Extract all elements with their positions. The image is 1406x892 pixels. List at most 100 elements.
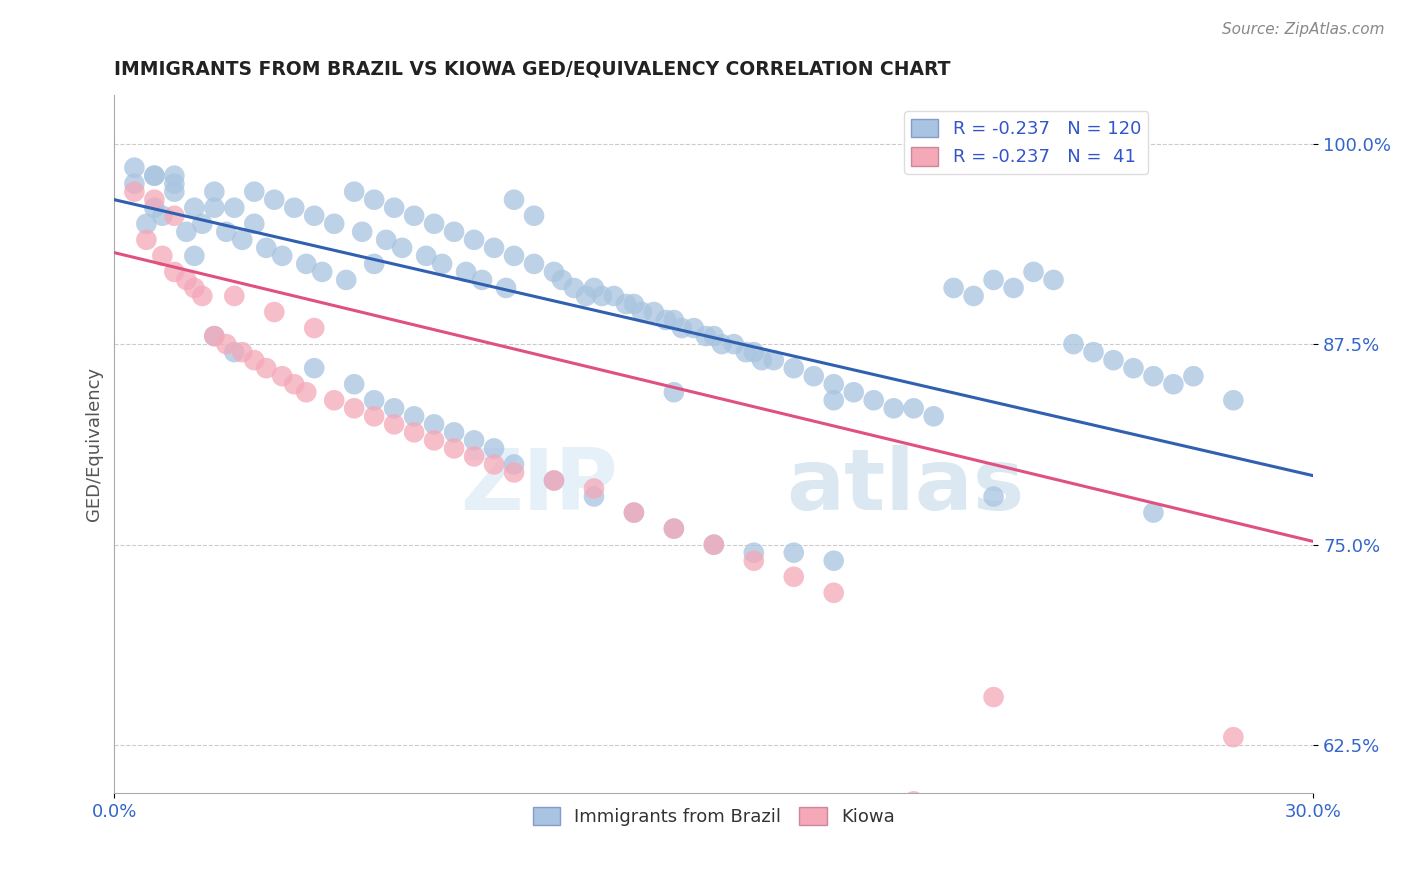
- Point: [463, 450, 485, 464]
- Point: [143, 169, 166, 183]
- Point: [703, 538, 725, 552]
- Point: [183, 201, 205, 215]
- Point: [1122, 361, 1144, 376]
- Point: [404, 425, 426, 440]
- Point: [191, 217, 214, 231]
- Point: [983, 490, 1005, 504]
- Point: [343, 185, 366, 199]
- Point: [463, 233, 485, 247]
- Point: [543, 474, 565, 488]
- Point: [523, 209, 546, 223]
- Point: [662, 522, 685, 536]
- Point: [202, 329, 225, 343]
- Point: [404, 209, 426, 223]
- Point: [503, 193, 526, 207]
- Point: [323, 217, 346, 231]
- Point: [423, 417, 446, 432]
- Point: [335, 273, 357, 287]
- Point: [323, 393, 346, 408]
- Point: [614, 297, 637, 311]
- Point: [823, 393, 845, 408]
- Point: [243, 353, 266, 368]
- Text: Source: ZipAtlas.com: Source: ZipAtlas.com: [1222, 22, 1385, 37]
- Point: [1102, 353, 1125, 368]
- Point: [124, 177, 146, 191]
- Point: [503, 249, 526, 263]
- Point: [823, 586, 845, 600]
- Point: [683, 321, 706, 335]
- Point: [623, 506, 645, 520]
- Point: [135, 217, 157, 231]
- Point: [1142, 506, 1164, 520]
- Point: [176, 273, 198, 287]
- Point: [783, 570, 806, 584]
- Point: [343, 401, 366, 416]
- Point: [655, 313, 678, 327]
- Point: [962, 289, 984, 303]
- Point: [582, 281, 605, 295]
- Point: [283, 377, 305, 392]
- Point: [482, 241, 505, 255]
- Point: [1042, 273, 1064, 287]
- Point: [443, 425, 465, 440]
- Point: [695, 329, 717, 343]
- Point: [224, 201, 246, 215]
- Point: [363, 393, 385, 408]
- Point: [623, 506, 645, 520]
- Point: [662, 313, 685, 327]
- Point: [163, 265, 186, 279]
- Point: [202, 201, 225, 215]
- Point: [803, 369, 825, 384]
- Point: [1022, 265, 1045, 279]
- Point: [404, 409, 426, 424]
- Point: [983, 273, 1005, 287]
- Point: [215, 337, 238, 351]
- Point: [271, 249, 294, 263]
- Point: [135, 233, 157, 247]
- Point: [243, 185, 266, 199]
- Point: [482, 442, 505, 456]
- Point: [150, 209, 173, 223]
- Point: [862, 393, 884, 408]
- Point: [343, 377, 366, 392]
- Point: [942, 281, 965, 295]
- Point: [363, 257, 385, 271]
- Point: [382, 401, 405, 416]
- Point: [163, 177, 186, 191]
- Point: [710, 337, 733, 351]
- Point: [391, 241, 413, 255]
- Point: [623, 297, 645, 311]
- Point: [1083, 345, 1105, 359]
- Point: [163, 169, 186, 183]
- Y-axis label: GED/Equivalency: GED/Equivalency: [86, 368, 103, 522]
- Point: [254, 361, 277, 376]
- Point: [150, 249, 173, 263]
- Point: [143, 169, 166, 183]
- Point: [1222, 393, 1244, 408]
- Text: IMMIGRANTS FROM BRAZIL VS KIOWA GED/EQUIVALENCY CORRELATION CHART: IMMIGRANTS FROM BRAZIL VS KIOWA GED/EQUI…: [114, 60, 950, 78]
- Point: [263, 193, 285, 207]
- Point: [503, 466, 526, 480]
- Point: [163, 209, 186, 223]
- Point: [471, 273, 494, 287]
- Point: [302, 209, 325, 223]
- Point: [443, 442, 465, 456]
- Point: [363, 193, 385, 207]
- Point: [582, 482, 605, 496]
- Point: [231, 345, 253, 359]
- Point: [1163, 377, 1185, 392]
- Point: [191, 289, 214, 303]
- Point: [671, 321, 693, 335]
- Point: [375, 233, 398, 247]
- Point: [603, 289, 626, 303]
- Point: [295, 385, 318, 400]
- Point: [1063, 337, 1085, 351]
- Point: [575, 289, 598, 303]
- Point: [1182, 369, 1205, 384]
- Point: [783, 361, 806, 376]
- Point: [523, 257, 546, 271]
- Point: [352, 225, 374, 239]
- Point: [543, 474, 565, 488]
- Point: [922, 409, 945, 424]
- Point: [163, 185, 186, 199]
